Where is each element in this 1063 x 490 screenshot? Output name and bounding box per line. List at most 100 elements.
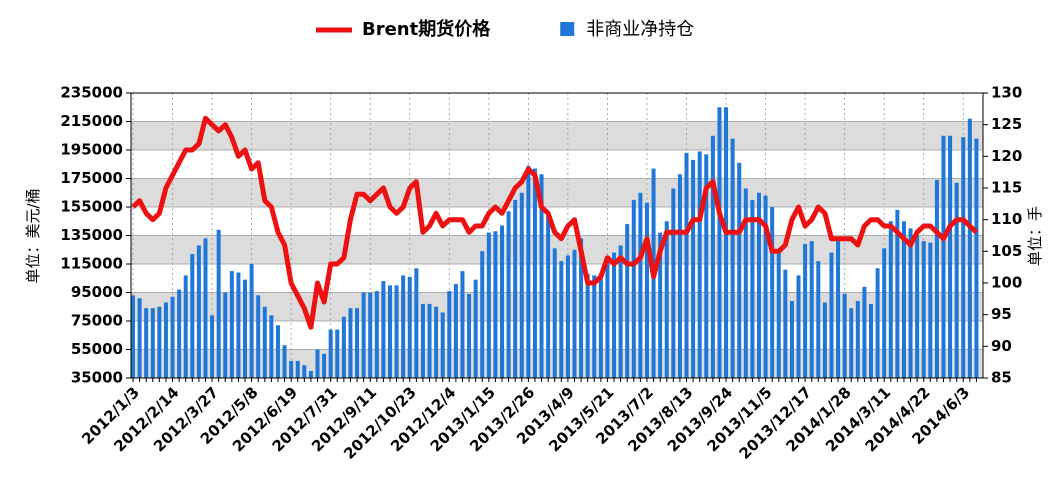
y-tick-label: 55000	[71, 340, 123, 358]
y-tick-label: 215000	[60, 112, 123, 130]
bar	[163, 302, 168, 378]
bar	[974, 138, 979, 378]
bar	[783, 269, 788, 378]
bar	[717, 107, 722, 378]
bar	[229, 271, 234, 378]
bar	[269, 315, 274, 378]
bar	[131, 295, 135, 378]
bar	[796, 275, 801, 378]
bar	[203, 238, 208, 378]
bar	[677, 174, 682, 378]
bar	[355, 308, 360, 378]
bar	[967, 118, 972, 379]
bar	[724, 107, 729, 378]
y2-tick-label: 95	[991, 305, 1012, 323]
bar	[948, 135, 953, 378]
y-tick-label: 75000	[71, 312, 123, 330]
bar	[216, 229, 221, 378]
bar	[394, 285, 399, 378]
bar	[440, 312, 445, 378]
bar	[875, 268, 880, 378]
bar	[565, 255, 570, 378]
bar	[196, 245, 201, 378]
bar	[862, 286, 867, 378]
bar	[961, 137, 966, 378]
bar	[664, 221, 669, 378]
bar	[809, 241, 814, 378]
bar	[368, 292, 373, 378]
bar	[710, 135, 715, 378]
bar	[177, 289, 182, 378]
y-tick-label: 35000	[71, 369, 123, 387]
bar	[770, 207, 775, 378]
bar	[605, 259, 610, 378]
bar	[144, 308, 149, 378]
bar	[249, 264, 254, 378]
bar	[256, 295, 261, 378]
bar	[453, 283, 458, 378]
bar	[618, 245, 623, 378]
bar	[434, 306, 439, 378]
bar	[506, 211, 511, 378]
bar	[335, 329, 340, 378]
y-tick-label: 175000	[60, 169, 123, 187]
y2-tick-label: 120	[991, 147, 1022, 165]
bar	[150, 308, 155, 378]
bar	[934, 179, 939, 378]
bar	[895, 209, 900, 378]
bar	[302, 365, 307, 378]
bar	[816, 261, 821, 378]
bar	[908, 228, 913, 378]
bar	[315, 349, 320, 378]
bar	[210, 315, 215, 378]
bar	[750, 199, 755, 378]
bar	[743, 188, 748, 378]
y-tick-label: 235000	[60, 84, 123, 102]
y-axis-title: 单位：美元/桶	[24, 188, 42, 283]
bar	[803, 244, 808, 378]
y2-tick-label: 105	[991, 242, 1022, 260]
y2-tick-label: 100	[991, 274, 1022, 292]
bar	[915, 235, 920, 378]
bar	[921, 241, 926, 378]
y2-tick-label: 110	[991, 210, 1022, 228]
legend-label: 非商业净持仓	[586, 19, 694, 40]
bar	[282, 345, 287, 378]
bar	[592, 275, 597, 378]
bar	[684, 152, 689, 378]
bar	[348, 308, 353, 378]
y-tick-label: 95000	[71, 283, 123, 301]
bar	[954, 182, 959, 378]
y-tick-label: 195000	[60, 141, 123, 159]
bar	[519, 192, 524, 378]
y2-tick-label: 90	[991, 337, 1012, 355]
y2-tick-label: 85	[991, 369, 1012, 387]
bar	[644, 202, 649, 378]
bar	[552, 248, 557, 378]
bar	[427, 303, 432, 378]
bar	[401, 275, 406, 378]
bar	[137, 298, 142, 378]
bar	[473, 279, 478, 378]
bar	[888, 221, 893, 378]
y-tick-label: 135000	[60, 226, 123, 244]
bar	[374, 291, 379, 378]
bar	[532, 168, 537, 378]
bar	[361, 292, 366, 378]
grid-band	[131, 121, 983, 150]
bar	[855, 301, 860, 378]
bar	[387, 285, 392, 378]
bar	[789, 301, 794, 378]
line	[131, 115, 979, 330]
bar	[526, 165, 531, 378]
y2-tick-label: 130	[991, 84, 1022, 102]
bar	[414, 268, 419, 378]
bar	[836, 241, 841, 378]
bar	[170, 296, 175, 378]
plot-frame	[130, 92, 984, 379]
y-tick-label: 115000	[60, 255, 123, 273]
bar	[598, 275, 603, 378]
bar	[381, 281, 386, 378]
bar	[901, 221, 906, 378]
